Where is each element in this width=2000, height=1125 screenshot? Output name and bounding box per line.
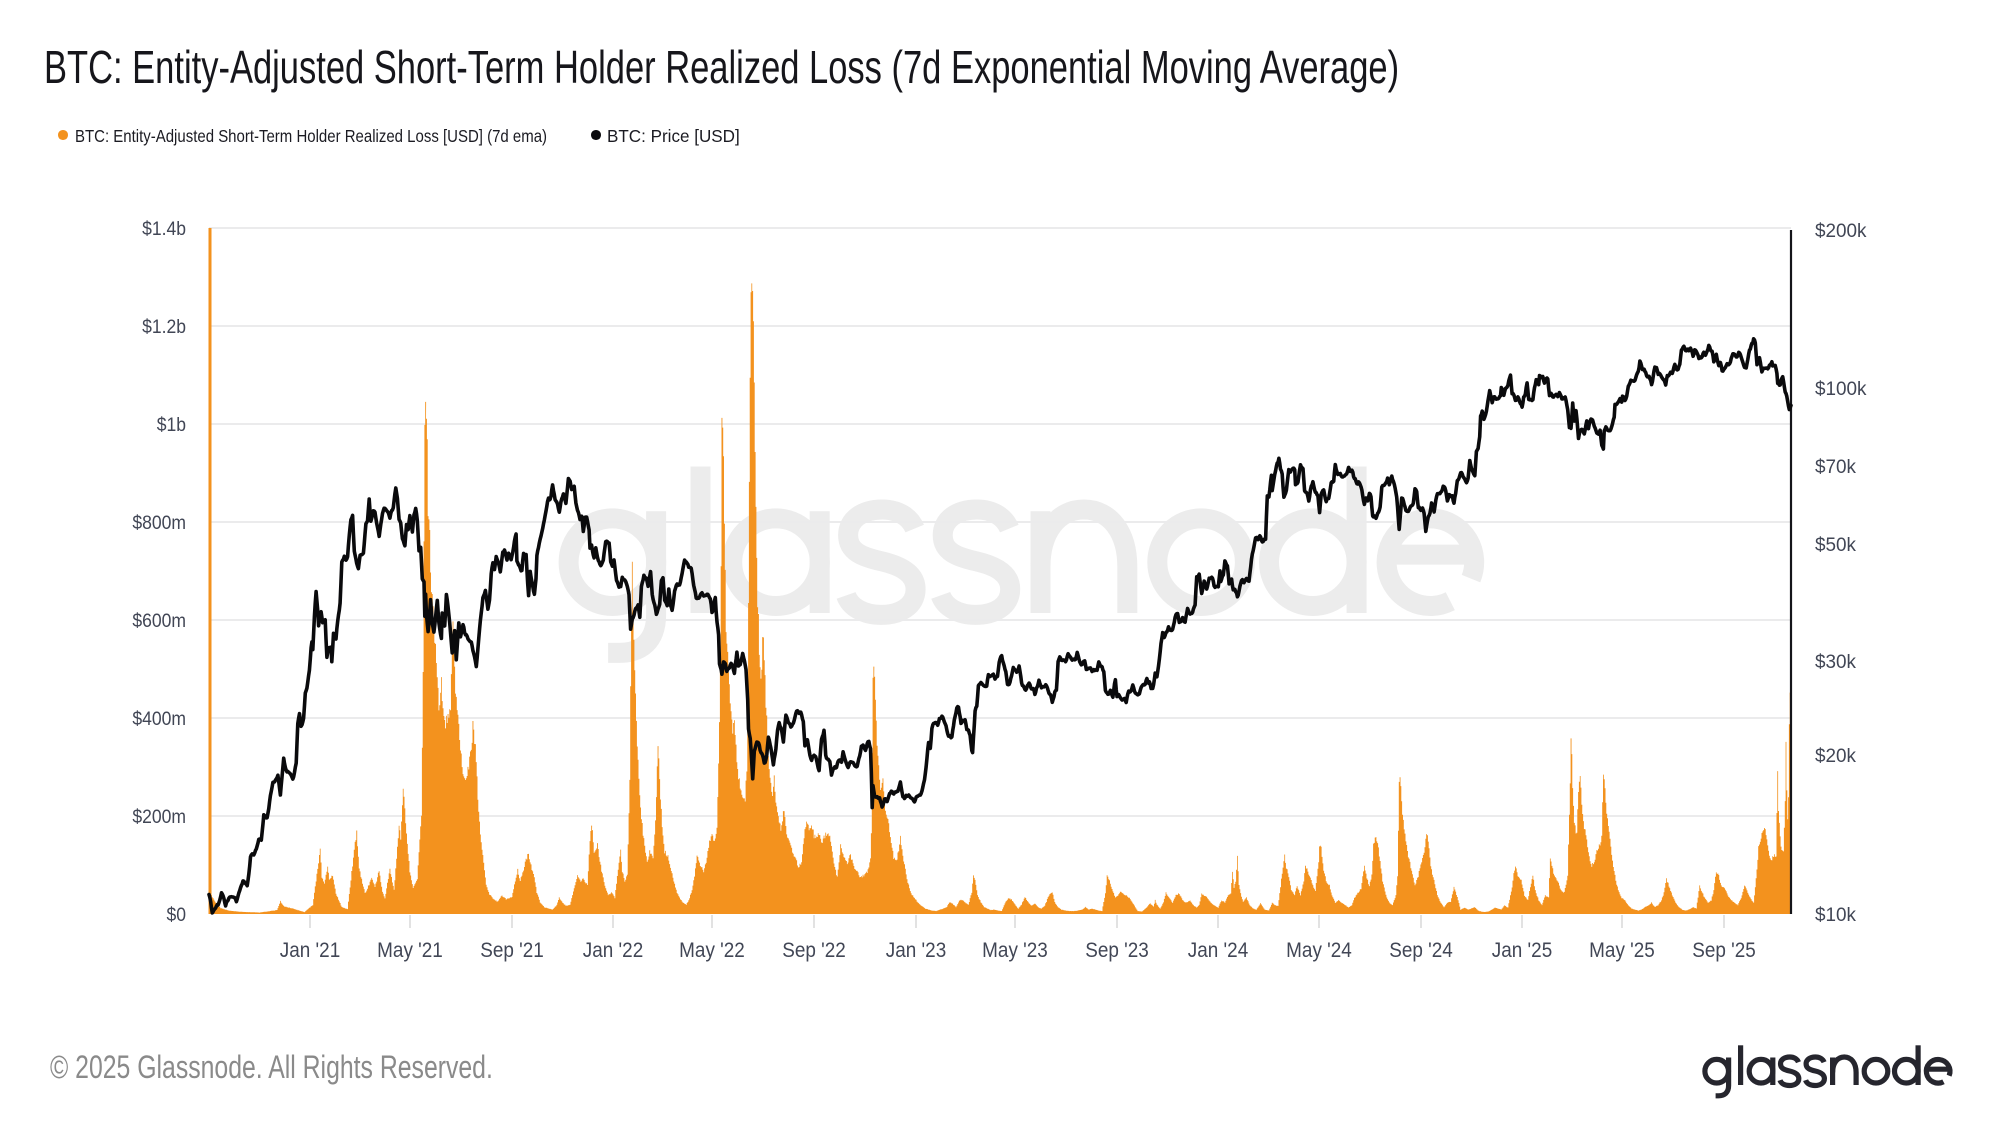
svg-text:Jan '24: Jan '24 — [1188, 939, 1248, 962]
svg-text:May '21: May '21 — [377, 939, 443, 962]
svg-text:$800m: $800m — [132, 511, 186, 533]
svg-text:Sep '22: Sep '22 — [782, 939, 846, 962]
svg-text:$1b: $1b — [157, 413, 186, 435]
svg-text:$600m: $600m — [132, 609, 186, 631]
svg-text:$1.4b: $1.4b — [142, 217, 186, 239]
svg-text:$30k: $30k — [1815, 652, 1856, 673]
svg-text:Jan '25: Jan '25 — [1492, 939, 1552, 962]
svg-text:$100k: $100k — [1815, 379, 1867, 400]
svg-text:Sep '21: Sep '21 — [480, 939, 544, 962]
svg-text:Jan '22: Jan '22 — [583, 939, 643, 962]
svg-text:$0: $0 — [166, 903, 186, 925]
svg-text:Sep '24: Sep '24 — [1389, 939, 1453, 962]
svg-text:Sep '23: Sep '23 — [1085, 939, 1149, 962]
svg-text:$20k: $20k — [1815, 746, 1856, 767]
svg-text:May '22: May '22 — [679, 939, 745, 962]
svg-text:Jan '21: Jan '21 — [280, 939, 340, 962]
svg-text:May '25: May '25 — [1589, 939, 1655, 962]
svg-text:$200k: $200k — [1815, 221, 1867, 242]
svg-text:$10k: $10k — [1815, 905, 1856, 926]
svg-text:May '24: May '24 — [1286, 939, 1352, 962]
svg-text:Jan '23: Jan '23 — [886, 939, 946, 962]
svg-text:$400m: $400m — [132, 707, 186, 729]
svg-text:May '23: May '23 — [982, 939, 1048, 962]
svg-text:$70k: $70k — [1815, 457, 1856, 478]
svg-text:$200m: $200m — [132, 805, 186, 827]
svg-text:$50k: $50k — [1815, 535, 1856, 556]
svg-text:$1.2b: $1.2b — [142, 315, 186, 337]
svg-text:Sep '25: Sep '25 — [1692, 939, 1756, 962]
